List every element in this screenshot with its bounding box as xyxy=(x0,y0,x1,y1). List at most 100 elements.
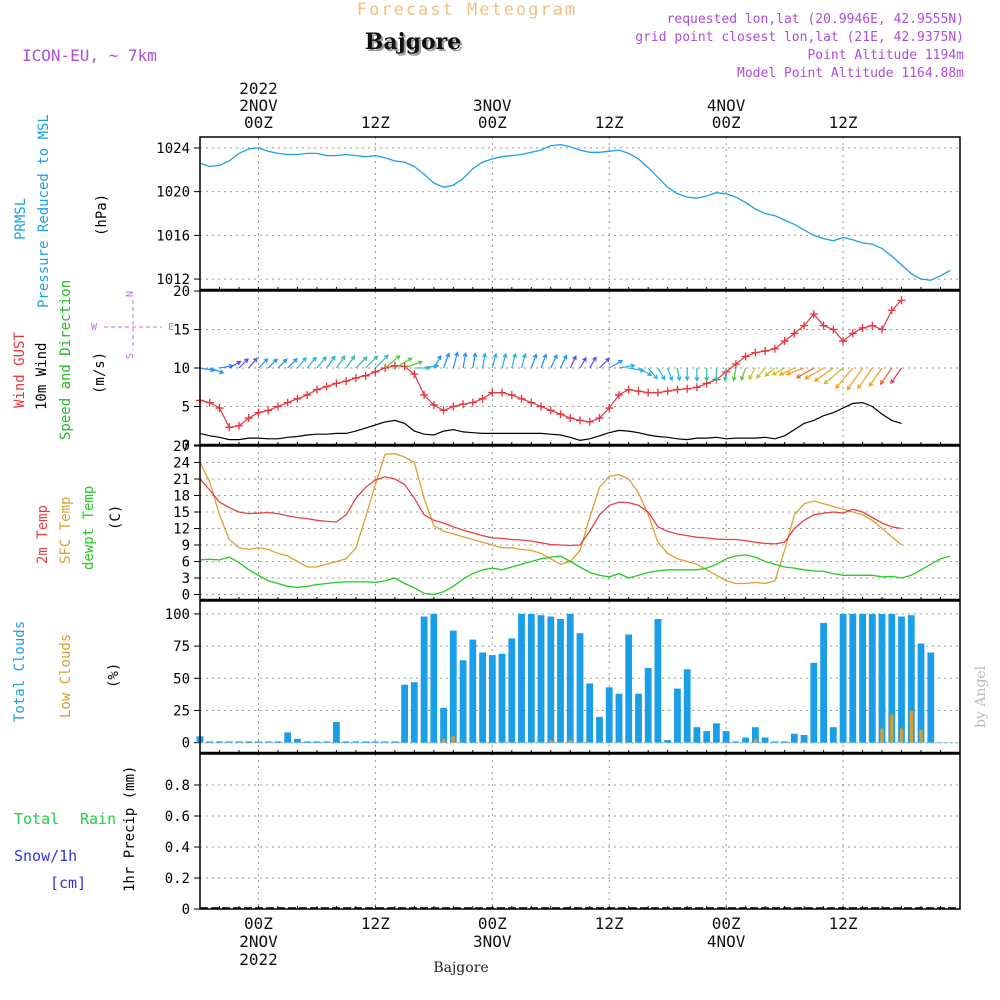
temp-unit: (C) xyxy=(108,505,124,530)
model-name: ICON-EU, ~ 7km xyxy=(22,46,157,65)
wind-direction-arrow xyxy=(472,352,478,369)
grid-layer xyxy=(200,137,960,910)
wind-direction-arrow xyxy=(520,352,527,369)
wind-direction-arrow xyxy=(365,355,379,369)
gust-marker xyxy=(848,329,857,338)
total-cloud-bar xyxy=(674,688,681,743)
wind-direction-arrow xyxy=(316,356,327,369)
temp-sfc-label: SFC Temp xyxy=(58,497,74,564)
gust-marker xyxy=(653,388,662,397)
total-cloud-bar xyxy=(557,619,564,743)
low-cloud-bar xyxy=(919,729,923,743)
wind-direction-arrow xyxy=(599,357,610,369)
point-altitude: Point Altitude 1194m xyxy=(807,48,964,63)
total-cloud-bar xyxy=(313,741,321,743)
total-cloud-bar xyxy=(664,740,672,743)
gust-marker xyxy=(887,306,896,315)
bottom-axis-label: 3NOV xyxy=(473,932,512,951)
gust-marker xyxy=(663,387,672,396)
y-tick-label: 3 xyxy=(182,571,190,587)
wind-direction-arrow xyxy=(345,355,356,369)
low-cloud-bar xyxy=(753,738,758,743)
wind-direction-arrow xyxy=(804,367,824,380)
gust-marker xyxy=(215,404,224,413)
y-tick-label: 0.6 xyxy=(165,809,190,825)
gust-marker xyxy=(878,325,887,334)
wind-direction-arrow xyxy=(579,356,587,369)
total-cloud-bar xyxy=(527,613,535,743)
total-cloud-bar xyxy=(693,727,701,743)
pressure-unit: (hPa) xyxy=(94,194,110,236)
wind-direction-arrow xyxy=(248,357,258,369)
total-cloud-bar xyxy=(235,741,243,743)
bottom-axis-label: 00Z xyxy=(244,914,273,933)
y-tick-label: 0.4 xyxy=(165,840,190,856)
total-cloud-bar xyxy=(216,741,223,743)
gust-marker xyxy=(468,398,477,407)
y-tick-label: 10 xyxy=(173,361,190,377)
gust-marker xyxy=(283,398,292,407)
gust-marker xyxy=(205,398,214,407)
bottom-axis-label: 00Z xyxy=(712,914,741,933)
total-cloud-bar xyxy=(771,741,779,743)
panel-frame xyxy=(199,136,961,291)
speed-direction-label: Speed and Direction xyxy=(58,280,74,440)
temp-2m-label: 2m Temp xyxy=(35,505,51,564)
gust-marker xyxy=(566,414,575,423)
top-axis-label: 3NOV xyxy=(473,96,512,115)
y-tick-label: 6 xyxy=(182,555,190,571)
wind-direction-arrow xyxy=(355,356,368,369)
gust-marker xyxy=(819,321,828,330)
wind-direction-arrow xyxy=(647,367,658,380)
total-cloud-bar xyxy=(352,741,360,743)
wind-direction-arrow xyxy=(778,367,795,376)
y-tick-label: 1024 xyxy=(156,141,190,157)
total-cloud-bar xyxy=(615,693,623,743)
wind-direction-arrow xyxy=(287,357,298,369)
wind-gust-label: Wind GUST xyxy=(12,332,28,408)
total-cloud-bar xyxy=(586,683,594,743)
compass-north: N xyxy=(125,291,136,297)
total-cloud-bar xyxy=(722,731,730,743)
wind-labels: Wind GUST 10m Wind Speed and Direction (… xyxy=(12,280,108,440)
total-cloud-bar xyxy=(878,613,886,743)
wind-direction-arrow xyxy=(795,367,815,379)
top-axis-label: 4NOV xyxy=(707,96,746,115)
total-cloud-bar xyxy=(459,660,467,743)
wind-direction-arrow xyxy=(306,356,317,369)
sfc-temp-line xyxy=(199,453,902,585)
bottom-axis-label: 2022 xyxy=(239,950,278,969)
total-cloud-bar xyxy=(810,662,818,743)
gust-marker xyxy=(692,383,701,392)
snow-label: Snow/1h xyxy=(14,847,77,865)
snow-unit-label: [cm] xyxy=(50,874,86,892)
y-tick-label: 0.8 xyxy=(165,778,190,794)
wind-compass: W E N S xyxy=(91,291,174,359)
wind-direction-arrow xyxy=(540,353,548,369)
ten-m-wind-label: 10m Wind xyxy=(34,343,50,410)
frame-layer xyxy=(199,136,961,910)
wind-direction-arrow xyxy=(731,367,737,382)
wind-direction-arrow xyxy=(722,367,728,382)
total-cloud-bar xyxy=(508,638,516,743)
total-cloud-bar xyxy=(303,741,311,743)
total-cloud-bar xyxy=(372,741,379,743)
temp-2m-line xyxy=(199,476,902,547)
total-cloud-bar xyxy=(820,622,827,743)
watermark: by Angel xyxy=(973,665,989,728)
total-cloud-bar xyxy=(888,613,896,743)
wind-direction-arrow xyxy=(694,368,700,382)
footer-location: Bajgore xyxy=(433,960,488,976)
grid-point-coords: grid point closest lon,lat (21E, 42.9375… xyxy=(635,30,964,45)
total-cloud-bar xyxy=(683,669,691,743)
bottom-axis-label: 12Z xyxy=(829,914,858,933)
gust-marker xyxy=(371,367,380,376)
total-cloud-bar xyxy=(225,741,233,743)
total-cloud-bar xyxy=(294,738,301,743)
top-axis-label: 00Z xyxy=(244,113,273,132)
total-cloud-bar xyxy=(898,616,905,743)
y-tick-label: 15 xyxy=(173,505,190,521)
wind-direction-arrow xyxy=(657,367,666,381)
top-axis-label: 2022 xyxy=(239,79,278,98)
gust-marker xyxy=(546,406,555,415)
